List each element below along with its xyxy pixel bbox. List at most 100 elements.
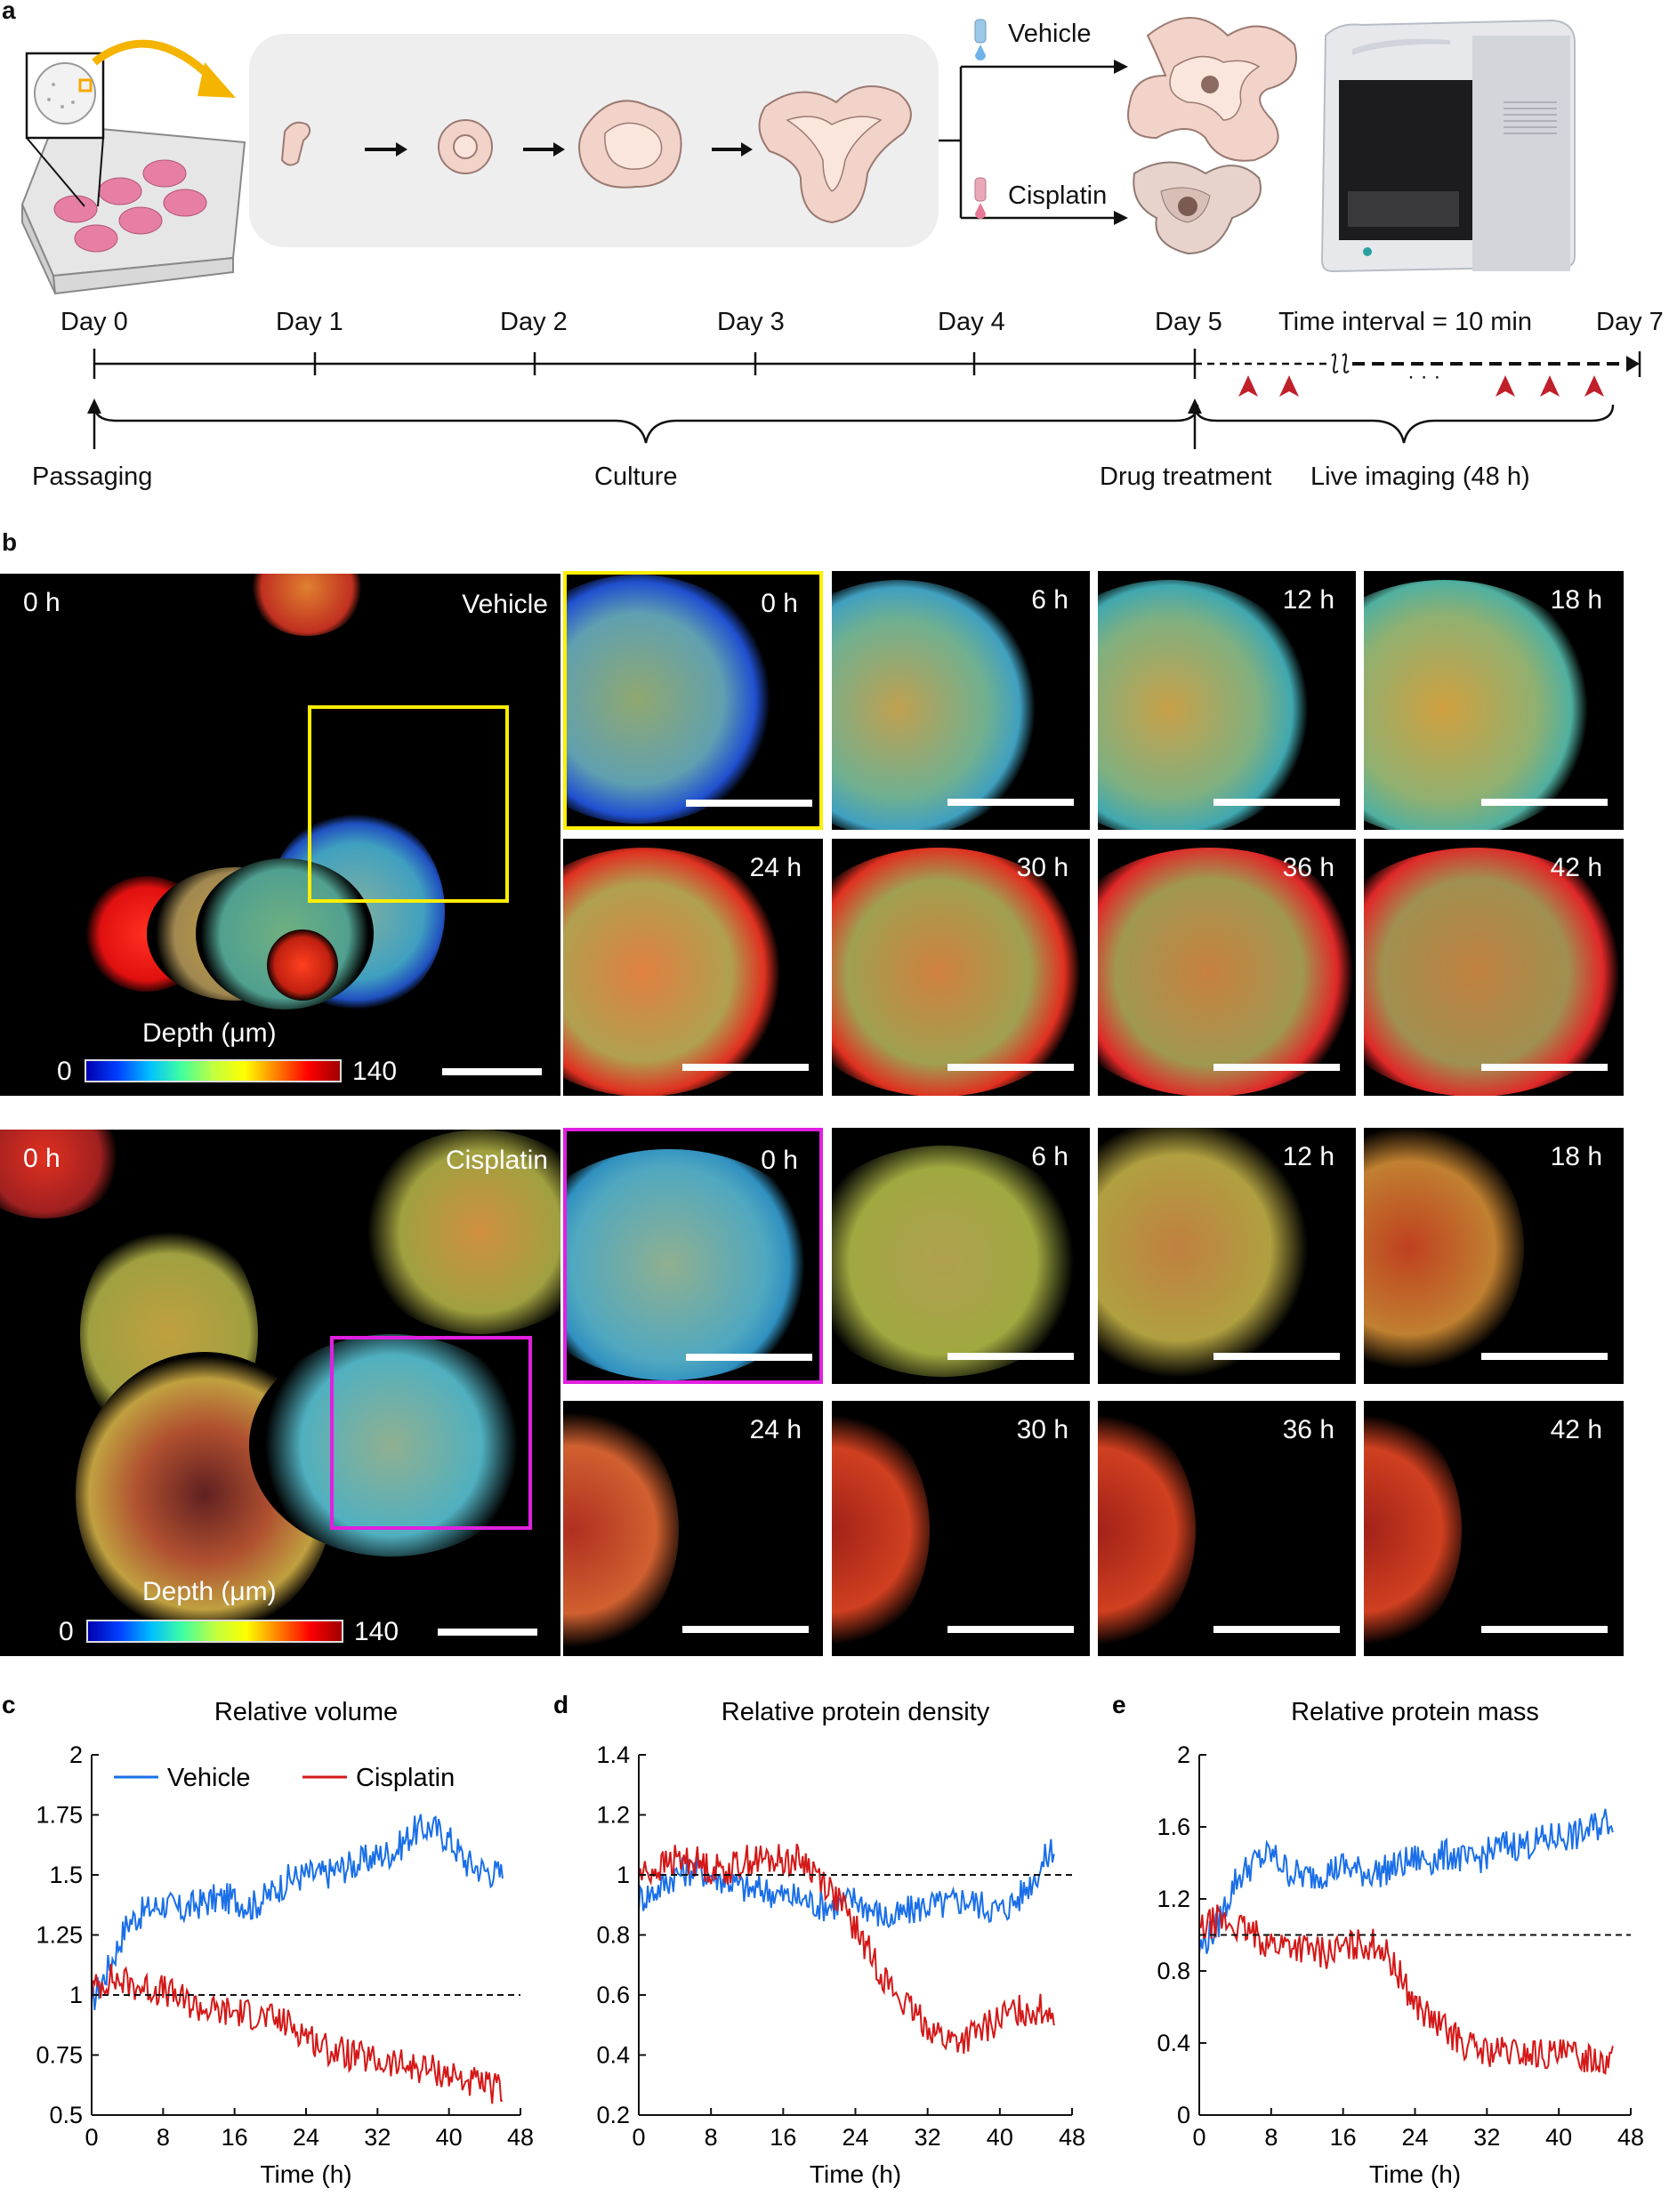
imaging-microscope-icon [1320,19,1576,273]
legend-vehicle-label: Vehicle [167,1764,251,1792]
day-4-label: Day 4 [938,308,1005,336]
y-tick-label: 0.8 [1157,1958,1190,1984]
organoid-stage-4-icon [758,85,912,224]
day-3-label: Day 3 [717,308,785,336]
frame-time: 36 h [1282,853,1334,882]
frame-time: 36 h [1282,1415,1334,1444]
break-mark-icon [1331,353,1339,374]
y-tick-label: 1.75 [36,1802,83,1829]
frame-time: 18 h [1550,1142,1602,1171]
cisplatin-organoid-icon [1133,161,1262,255]
cisplatin-depth-label: Depth (μm) [142,1577,277,1606]
frame-time: 6 h [1031,1142,1068,1171]
scale-bar [947,1626,1074,1633]
series-line-vehicle [638,1838,1055,1929]
x-tick-label: 16 [770,2124,796,2151]
x-tick-label: 24 [842,2124,868,2151]
scale-bar [947,1353,1074,1360]
frame-time: 24 h [749,853,802,882]
x-tick-label: 0 [632,2124,645,2151]
scale-bar [682,1064,809,1071]
chart-relative-protein-mass: e Relative protein mass 0 8 16 24 32 40 48 0 0.4 0.… [1112,1691,1644,2188]
vehicle-depth-label: Depth (μm) [142,1018,277,1048]
cisplatin-frame-30h: 30 h [832,1401,1090,1656]
cisplatin-frame-18h: 18 h [1364,1128,1624,1384]
y-tick-label: 0.2 [596,2102,630,2128]
y-tick-label: 1.2 [596,1802,630,1829]
vehicle-roi-box [308,705,509,903]
scale-bar [1481,1064,1608,1071]
cisplatin-depth-colorbar [86,1620,343,1643]
x-tick-label: 0 [1192,2124,1205,2151]
scale-bar [1481,799,1608,806]
interval-label: Time interval = 10 min [1278,308,1533,336]
chart-title: Relative volume [214,1698,398,1726]
vehicle-dropper-icon [974,19,987,60]
x-tick-label: 32 [364,2124,391,2151]
x-tick-label: 24 [1401,2124,1428,2151]
scale-bar [1481,1626,1608,1633]
scale-bar [1481,1353,1608,1360]
x-tick-label: 40 [436,2124,463,2151]
panel-letter-a: a [2,0,16,24]
frame-time: 30 h [1016,853,1068,882]
vehicle-frame-30h: 30 h [832,839,1090,1096]
cisplatin-frame-12h: 12 h [1098,1128,1356,1384]
imaging-brace [1193,404,1615,444]
frame-time: 42 h [1550,853,1602,882]
x-tick-label: 48 [1059,2124,1085,2151]
y-tick-label: 1.5 [49,1862,83,1888]
vehicle-depth-colorbar [85,1059,342,1082]
cisplatin-overview-time: 0 h [23,1144,60,1173]
x-tick-label: 8 [1264,2124,1278,2151]
frame-time: 0 h [761,589,798,618]
scale-bar [686,1354,812,1361]
y-tick-label: 0.4 [596,2042,630,2069]
vehicle-organoid-icon [1127,17,1297,162]
series-line-cisplatin [1198,1904,1614,2075]
panel-letter: e [1112,1691,1126,1718]
x-axis-label: Time (h) [810,2160,901,2188]
day-0-label: Day 0 [60,308,128,336]
culture-brace [93,404,1199,444]
x-tick-label: 16 [222,2124,248,2151]
legend-cisplatin-label: Cisplatin [356,1764,455,1792]
panel-letter: c [2,1691,16,1718]
scale-bar [1213,1353,1340,1360]
vehicle-depth-max: 140 [352,1057,398,1086]
y-tick-label: 0.75 [36,2042,83,2069]
y-tick-label: 2 [1177,1741,1190,1768]
cisplatin-frame-24h: 24 h [563,1401,823,1656]
cisplatin-dropper-icon [974,177,987,219]
chart-relative-volume: c Relative volume 0 8 16 24 32 40 48 0.5 0.75 1 1.25… [2,1691,534,2188]
timeline-end-arrow [1626,356,1640,372]
y-tick-label: 1 [617,1862,630,1888]
scale-bar [1213,1626,1340,1633]
cisplatin-frame-6h: 6 h [832,1128,1090,1384]
scale-bar [682,1626,809,1633]
panel-letter-b: b [2,528,18,556]
series-line-vehicle [1198,1808,1614,1954]
organoid-stage-2-icon [438,119,493,174]
cisplatin-overview-image: 0 h Cisplatin Depth (μm) 0 140 [0,1130,560,1656]
organoid-stage-3-icon [578,100,682,189]
cisplatin-label: Cisplatin [1008,181,1108,210]
day-1-label: Day 1 [276,308,343,336]
y-tick-label: 2 [69,1741,83,1768]
panel-letter: d [553,1691,568,1718]
cisplatin-condition-label: Cisplatin [445,1146,548,1175]
live-imaging-label: Live imaging (48 h) [1310,463,1530,491]
scale-bar [686,800,812,807]
chart-title: Relative protein density [722,1698,990,1726]
ellipsis-label: · · · [1407,365,1441,389]
cisplatin-frame-0h: 0 h [563,1128,823,1384]
workflow-schematic [20,17,1641,449]
x-tick-label: 24 [293,2124,319,2151]
chart-relative-protein-density: d Relative protein density 0 8 16 24 32 40 48 0.2… [553,1691,1085,2188]
frame-time: 18 h [1550,585,1602,615]
vehicle-overview-image: 0 h Vehicle Depth (μm) 0 140 [0,574,560,1096]
cisplatin-frame-36h: 36 h [1098,1401,1356,1656]
cisplatin-roi-box [330,1336,532,1530]
frame-time: 30 h [1016,1415,1068,1444]
x-tick-label: 32 [915,2124,941,2151]
